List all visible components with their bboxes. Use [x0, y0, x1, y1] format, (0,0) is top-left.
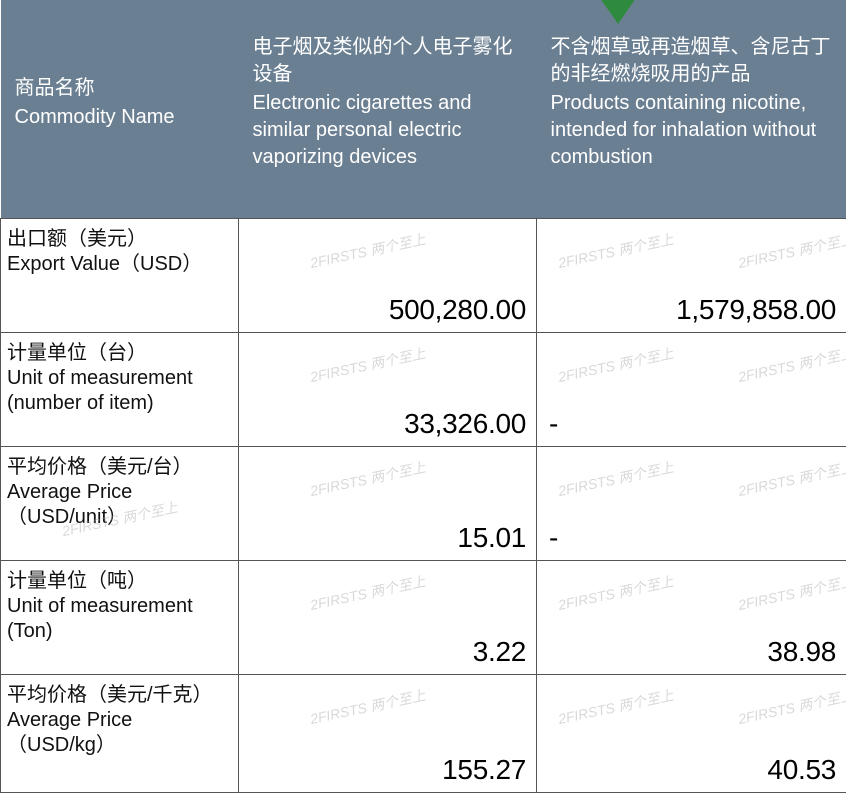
- value-cell: 2FIRSTS 两个至上 33,326.00: [239, 332, 537, 446]
- value-cell: 2FIRSTS 两个至上 2FIRSTS 两个至上 -: [537, 446, 846, 560]
- watermark-text: 2FIRSTS 两个至上: [308, 457, 427, 501]
- row-label-cn: 平均价格（美元/台）: [7, 456, 193, 478]
- value-cell: 2FIRSTS 两个至上 3.22: [239, 560, 537, 674]
- indicator-arrow-icon: [600, 0, 636, 24]
- watermark-text: 2FIRSTS 两个至上: [556, 685, 675, 729]
- watermark-text: 2FIRSTS 两个至上: [736, 457, 846, 501]
- avg-price-kg-nicotine: 40.53: [767, 754, 836, 786]
- header-en: Products containing nicotine, intended f…: [551, 90, 833, 171]
- watermark-text: 2FIRSTS 两个至上: [556, 343, 675, 387]
- row-label-en: Unit of measurement (Ton): [7, 595, 193, 642]
- watermark-text: 2FIRSTS 两个至上: [308, 685, 427, 729]
- header-cn: 不含烟草或再造烟草、含尼古丁的非经燃烧吸用的产品: [551, 34, 833, 88]
- watermark-text: 2FIRSTS 两个至上: [556, 571, 675, 615]
- table-header-row: 商品名称 Commodity Name 电子烟及类似的个人电子雾化设备 Elec…: [1, 0, 846, 218]
- row-label-cell: 出口额（美元） Export Value（USD）: [1, 218, 239, 332]
- table-row: 计量单位（台） Unit of measurement (number of i…: [1, 332, 846, 446]
- commodity-table: 商品名称 Commodity Name 电子烟及类似的个人电子雾化设备 Elec…: [0, 0, 846, 793]
- value-cell: 2FIRSTS 两个至上 2FIRSTS 两个至上 40.53: [537, 674, 846, 792]
- row-label-cn: 平均价格（美元/千克）: [7, 684, 213, 706]
- header-cn: 商品名称: [15, 75, 225, 102]
- value-cell: 2FIRSTS 两个至上 500,280.00: [239, 218, 537, 332]
- row-label-cn: 计量单位（吨）: [7, 570, 147, 592]
- row-label-en: Export Value（USD）: [7, 253, 202, 275]
- row-label-en: Unit of measurement (number of item): [7, 367, 193, 414]
- table-row: 平均价格（美元/千克） Average Price （USD/kg） 2FIRS…: [1, 674, 846, 792]
- unit-count-ecig: 33,326.00: [404, 408, 526, 440]
- header-cn: 电子烟及类似的个人电子雾化设备: [253, 34, 523, 88]
- export-value-ecig: 500,280.00: [389, 294, 526, 326]
- value-cell: 2FIRSTS 两个至上 155.27: [239, 674, 537, 792]
- row-label-cell: 平均价格（美元/台） Average Price （USD/unit） 2FIR…: [1, 446, 239, 560]
- avg-price-kg-ecig: 155.27: [442, 754, 526, 786]
- watermark-text: 2FIRSTS 两个至上: [736, 343, 846, 387]
- table-row: 平均价格（美元/台） Average Price （USD/unit） 2FIR…: [1, 446, 846, 560]
- header-cell-commodity-name: 商品名称 Commodity Name: [1, 0, 239, 218]
- row-label-cell: 平均价格（美元/千克） Average Price （USD/kg）: [1, 674, 239, 792]
- header-cell-nicotine-products: 不含烟草或再造烟草、含尼古丁的非经燃烧吸用的产品 Products contai…: [537, 0, 846, 218]
- watermark-text: 2FIRSTS 两个至上: [556, 229, 675, 273]
- value-cell: 2FIRSTS 两个至上 15.01: [239, 446, 537, 560]
- watermark-text: 2FIRSTS 两个至上: [736, 229, 846, 273]
- watermark-text: 2FIRSTS 两个至上: [308, 343, 427, 387]
- watermark-text: 2FIRSTS 两个至上: [736, 685, 846, 729]
- header-en: Electronic cigarettes and similar person…: [253, 90, 523, 171]
- row-label-cell: 计量单位（台） Unit of measurement (number of i…: [1, 332, 239, 446]
- row-label-cn: 出口额（美元）: [7, 228, 147, 250]
- watermark-text: 2FIRSTS 两个至上: [308, 229, 427, 273]
- row-label-en: Average Price （USD/unit）: [7, 481, 132, 528]
- watermark-text: 2FIRSTS 两个至上: [556, 457, 675, 501]
- row-label-cn: 计量单位（台）: [7, 342, 147, 364]
- table-row: 出口额（美元） Export Value（USD） 2FIRSTS 两个至上 5…: [1, 218, 846, 332]
- table-row: 计量单位（吨） Unit of measurement (Ton) 2FIRST…: [1, 560, 846, 674]
- value-cell: 2FIRSTS 两个至上 2FIRSTS 两个至上 1,579,858.00: [537, 218, 846, 332]
- unit-ton-ecig: 3.22: [473, 636, 526, 668]
- value-cell: 2FIRSTS 两个至上 2FIRSTS 两个至上 38.98: [537, 560, 846, 674]
- export-value-nicotine: 1,579,858.00: [676, 294, 836, 326]
- header-cell-ecig: 电子烟及类似的个人电子雾化设备 Electronic cigarettes an…: [239, 0, 537, 218]
- row-label-en: Average Price （USD/kg）: [7, 709, 132, 756]
- header-en: Commodity Name: [15, 104, 225, 131]
- unit-ton-nicotine: 38.98: [767, 636, 836, 668]
- unit-count-nicotine: -: [549, 408, 558, 440]
- row-label-cell: 计量单位（吨） Unit of measurement (Ton): [1, 560, 239, 674]
- value-cell: 2FIRSTS 两个至上 2FIRSTS 两个至上 -: [537, 332, 846, 446]
- watermark-text: 2FIRSTS 两个至上: [308, 571, 427, 615]
- watermark-text: 2FIRSTS 两个至上: [736, 571, 846, 615]
- avg-price-unit-nicotine: -: [549, 522, 558, 554]
- avg-price-unit-ecig: 15.01: [457, 522, 526, 554]
